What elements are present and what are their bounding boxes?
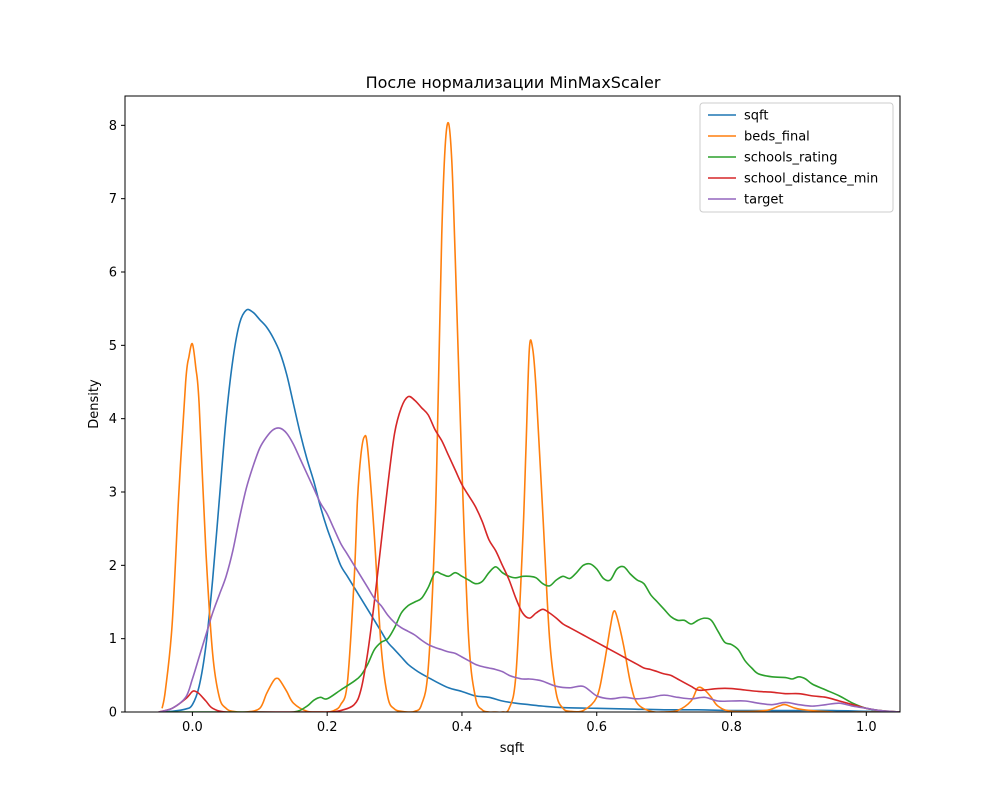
x-tick-label: 0.0 [182, 720, 203, 735]
x-tick-label: 1.0 [856, 720, 877, 735]
series-line-school-distance-min [158, 395, 900, 712]
legend-box [699, 102, 894, 213]
y-tick-label: 6 [109, 266, 117, 281]
legend-label: school_distance_min [744, 172, 878, 187]
plot-area [158, 121, 900, 712]
axes-frame [124, 95, 901, 713]
y-tick-label: 2 [109, 559, 117, 574]
x-tick-label: 0.6 [586, 720, 607, 735]
y-tick-label: 3 [109, 486, 117, 501]
x-tick-label: 0.2 [317, 720, 338, 735]
y-tick-label: 4 [109, 412, 117, 427]
y-tick-label: 1 [109, 632, 117, 647]
legend-label: target [744, 193, 784, 208]
legend-label: schools_rating [744, 151, 837, 166]
y-tick-label: 7 [109, 192, 117, 207]
series-line-sqft [158, 308, 900, 712]
legend: sqft beds_final schools_rating school_dista… [699, 102, 894, 213]
y-axis: 0 1 2 3 4 5 6 7 8 [109, 119, 125, 721]
series-line-beds-final [161, 121, 894, 712]
y-tick-label: 5 [109, 339, 117, 354]
y-tick-label: 0 [109, 706, 117, 721]
x-tick-label: 0.8 [721, 720, 742, 735]
series-line-target [158, 427, 900, 712]
x-tick-label: 0.4 [452, 720, 473, 735]
x-axis-label: sqft [500, 741, 524, 756]
chart-title: После нормализации MinMaxScaler [366, 73, 661, 92]
y-tick-label: 8 [109, 119, 117, 134]
series-line-schools-rating [158, 562, 900, 712]
y-axis-label: Density [87, 379, 102, 429]
x-axis: 0.0 0.2 0.4 0.6 0.8 1.0 [182, 712, 877, 735]
legend-label: beds_final [744, 130, 810, 145]
legend-label: sqft [744, 109, 768, 124]
